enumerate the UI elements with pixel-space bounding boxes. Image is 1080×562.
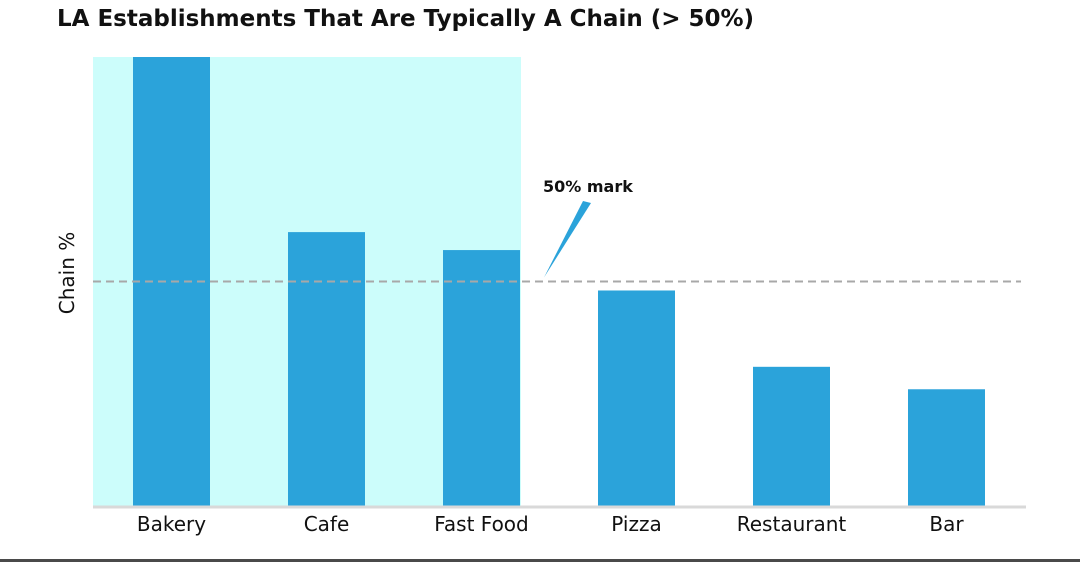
- annotation-arrow: [544, 201, 591, 278]
- x-tick-label: Bakery: [137, 512, 206, 536]
- bar-fast-food: [443, 250, 520, 506]
- bar-restaurant: [753, 366, 830, 506]
- bar-cafe: [288, 232, 365, 507]
- bottom-border: [0, 559, 1080, 562]
- y-axis-label: Chain %: [55, 232, 79, 315]
- x-tick-label: Bar: [929, 512, 964, 536]
- x-tick-label: Cafe: [304, 512, 350, 536]
- x-tick-label: Pizza: [611, 512, 661, 536]
- annotation-label: 50% mark: [543, 177, 633, 196]
- bar-pizza: [598, 290, 675, 506]
- bar-bar: [908, 389, 985, 506]
- chart-title: LA Establishments That Are Typically A C…: [57, 6, 755, 32]
- x-tick-label: Restaurant: [737, 512, 847, 536]
- x-tick-label: Fast Food: [434, 512, 529, 536]
